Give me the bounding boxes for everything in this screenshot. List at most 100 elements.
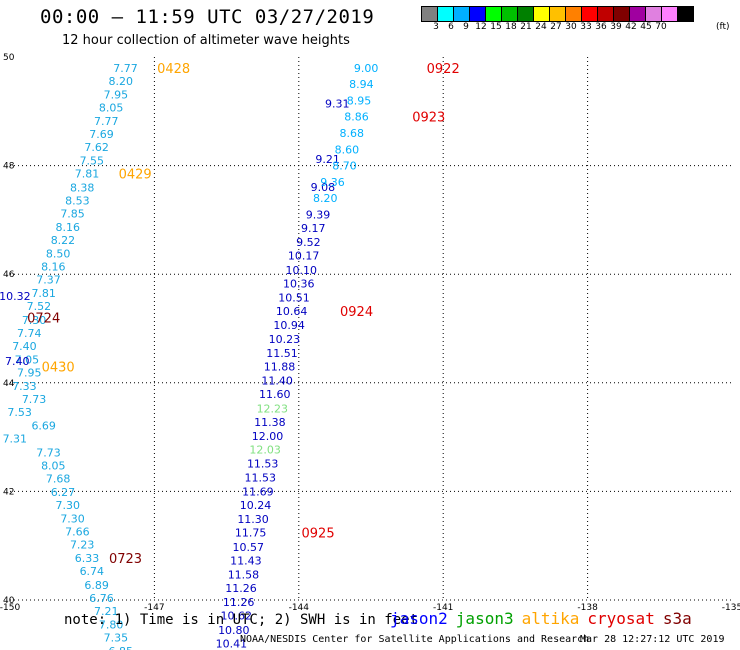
footer-note: note: 1) Time is in UTC; 2) SWH is in fe…	[64, 612, 419, 628]
data-label-jason2: 10.36	[283, 277, 315, 290]
colorbar-label: 15	[490, 22, 502, 32]
data-label-jason2: 10.41	[216, 637, 248, 650]
data-label-cryosat: 9.36	[320, 176, 345, 189]
data-label-altika: 8.05	[99, 101, 124, 114]
y-tick-label: 42	[3, 487, 14, 497]
time-annotation: 0428	[157, 62, 190, 77]
time-annotation: 0723	[109, 552, 142, 567]
y-tick-label: 40	[3, 596, 15, 606]
colorbar-label: 70	[655, 22, 667, 32]
data-label-jason2: 11.51	[266, 347, 298, 360]
data-label-altika: 7.73	[22, 393, 47, 406]
x-tick-label: -150	[0, 603, 20, 613]
data-label-cryosat: 9.00	[354, 62, 379, 75]
data-label-altika: 8.50	[46, 248, 71, 261]
data-label-jason2: 11.30	[237, 513, 269, 526]
data-label-altika: 8.16	[41, 261, 66, 274]
data-label-altika: 7.21	[94, 605, 119, 618]
data-label-altika: 7.30	[56, 499, 81, 512]
time-annotation: 0430	[42, 361, 75, 376]
legend-cryosat: cryosat	[587, 609, 655, 628]
data-label-jason2: 9.31	[325, 98, 350, 111]
y-tick-label: 48	[3, 162, 15, 172]
colorbar-labels: 3 6 9 12 15 18 21 24 27 30 33 36 39 42 45 70	[421, 22, 740, 34]
time-annotation: 0724	[27, 312, 60, 327]
colorbar-label: 27	[550, 22, 562, 32]
data-label-altika: 6.74	[80, 565, 105, 578]
data-label-altika: 7.74	[17, 327, 42, 340]
data-label-altika: 7.23	[70, 539, 95, 552]
legend-altika: altika	[521, 609, 580, 628]
data-label-altika: 7.35	[104, 631, 129, 644]
data-label-jason3: 12.03	[249, 444, 281, 457]
data-label-altika: 7.31	[3, 433, 28, 446]
data-label-jason2: 10.24	[240, 499, 272, 512]
data-label-jason2: 11.75	[235, 527, 267, 540]
data-label-cryosat: 8.60	[335, 143, 360, 156]
time-annotation: 0925	[302, 527, 335, 542]
data-label-cryosat: 8.94	[349, 78, 374, 91]
data-label-jason2: 11.26	[223, 596, 255, 609]
data-label-altika: 7.52	[27, 300, 52, 313]
data-label-jason2: 9.52	[296, 236, 321, 249]
data-label-jason2: 11.53	[247, 458, 279, 471]
page-title: 00:00 – 11:59 UTC 03/27/2019	[40, 6, 375, 28]
colorbar-swatch	[677, 6, 694, 22]
data-label-jason2: 11.38	[254, 416, 286, 429]
data-label-jason2: 9.17	[301, 222, 326, 235]
data-label-altika: 7.30	[22, 314, 47, 327]
data-label-jason2: 10.51	[278, 292, 310, 305]
data-label-jason2: 11.69	[242, 485, 274, 498]
data-label-jason2: 12.00	[252, 430, 284, 443]
data-label-jason2: 11.26	[225, 582, 257, 595]
data-label-altika: 8.38	[70, 181, 95, 194]
data-label-jason2: 11.88	[264, 361, 296, 374]
data-label-jason2: 10.32	[0, 290, 31, 303]
legend-jason3: jason3	[455, 609, 514, 628]
footer-timestamp: Mar 28 12:27:12 UTC 2019	[580, 634, 725, 645]
data-label-altika: 8.16	[56, 221, 81, 234]
y-tick-label: 50	[3, 53, 15, 63]
data-label-jason2: 9.21	[315, 153, 340, 166]
data-label-altika: 7.55	[80, 155, 105, 168]
data-label-altika: 7.68	[46, 472, 71, 485]
data-label-jason2: 11.43	[230, 554, 262, 567]
colorbar-label: 12	[475, 22, 487, 32]
data-label-jason2: 9.08	[311, 181, 336, 194]
colorbar-label: 9	[463, 22, 469, 32]
data-label-cryosat: 8.68	[339, 127, 364, 140]
colorbar-label: 21	[520, 22, 532, 32]
data-label-altika: 8.20	[108, 75, 133, 88]
data-label-altika: 7.37	[36, 274, 61, 287]
data-label-altika: 6.89	[84, 579, 109, 592]
data-label-altika: 7.73	[36, 446, 61, 459]
data-label-altika: 7.77	[94, 115, 119, 128]
legend-s3a: s3a	[662, 609, 692, 628]
data-label-altika: 7.95	[104, 88, 129, 101]
colorbar-label: 24	[535, 22, 547, 32]
data-label-jason2: 9.39	[306, 208, 331, 221]
data-label-altika: 7.40	[12, 340, 37, 353]
data-label-cryosat: 8.70	[332, 160, 357, 173]
y-tick-label: 44	[3, 379, 15, 389]
data-label-jason2: 10.80	[218, 624, 250, 637]
x-tick-label: -144	[289, 603, 310, 613]
data-label-altika: 7.62	[84, 141, 109, 154]
y-tick-label: 46	[3, 270, 15, 280]
x-tick-label: -135	[722, 603, 740, 613]
time-annotation: 0922	[427, 62, 460, 77]
data-label-jason2: 11.53	[245, 471, 277, 484]
colorbar-label: 36	[595, 22, 607, 32]
data-label-altika: 8.53	[65, 194, 90, 207]
colorbar-label: 39	[610, 22, 622, 32]
data-label-jason2: 10.57	[233, 541, 265, 554]
data-label-jason2: 10.64	[276, 305, 308, 318]
data-label-jason2: 11.40	[261, 375, 293, 388]
data-label-altika: 6.33	[75, 552, 100, 565]
data-label-altika: 7.69	[89, 128, 114, 141]
data-label-altika: 6.27	[51, 486, 76, 499]
data-label-altika: 7.66	[65, 526, 90, 539]
data-label-altika: 7.80	[99, 618, 124, 631]
colorbar-label: 3	[433, 22, 439, 32]
